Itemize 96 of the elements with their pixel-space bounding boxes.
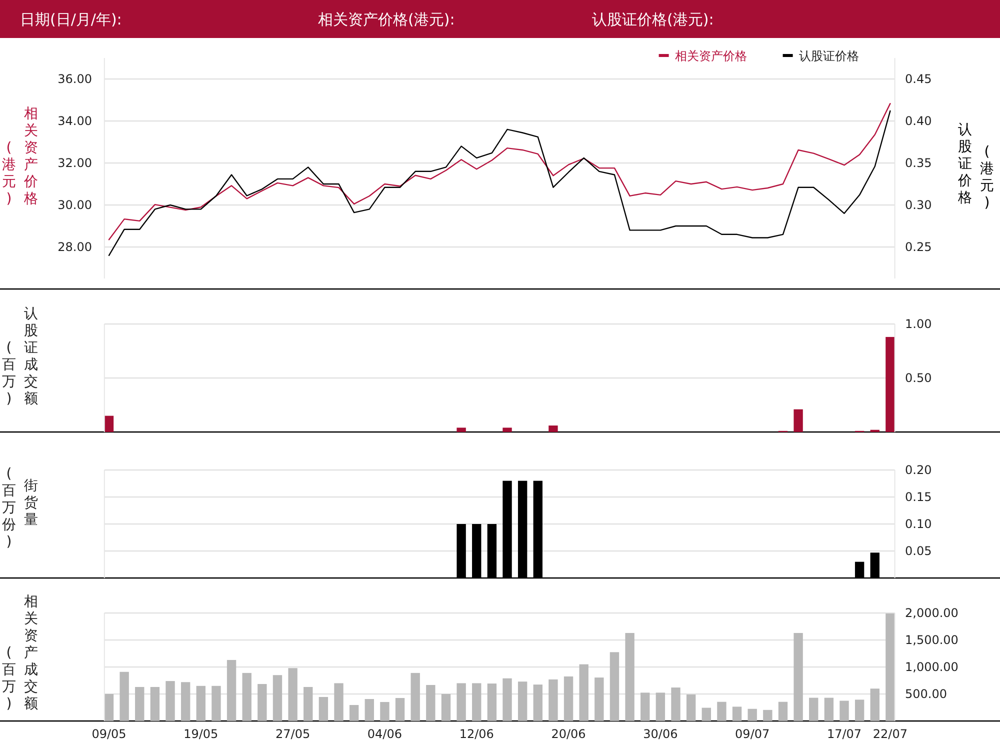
bar: [242, 672, 252, 721]
text: 相关资产价格(港元): [2, 106, 38, 207]
y-tick-label: 1,000.00: [905, 660, 958, 674]
bar: [886, 614, 895, 721]
legend-label: 相关资产价格: [674, 49, 747, 64]
bar: [120, 672, 129, 721]
bar: [104, 416, 114, 432]
bar: [671, 688, 680, 721]
y2-tick-label: 0.25: [905, 240, 932, 254]
x-tick-label: 12/06: [459, 727, 494, 741]
bar: [349, 705, 359, 721]
y-tick-label: 28.00: [58, 240, 92, 254]
y-tick-label: 0.10: [905, 517, 932, 532]
bar: [518, 682, 528, 721]
bar: [410, 672, 420, 721]
text: 相关资产成交额(百万): [2, 594, 38, 712]
bar: [364, 699, 374, 721]
bar: [854, 700, 864, 721]
bar: [686, 694, 696, 721]
bar: [456, 683, 466, 721]
y-tick-label: 34.00: [58, 114, 92, 128]
y-tick-label: 0.15: [905, 490, 932, 504]
x-tick-label: 27/05: [276, 727, 310, 741]
y2-tick-label: 0.45: [905, 72, 932, 86]
y2-tick-label: 0.35: [905, 156, 932, 170]
bar: [441, 694, 451, 721]
y-tick-label: 0.50: [905, 371, 932, 386]
x-tick-label: 19/05: [184, 727, 218, 741]
bar: [809, 698, 818, 721]
text: 认股证成交额(百万): [2, 306, 38, 407]
bar: [196, 686, 206, 721]
y-tick-label: 30.00: [58, 198, 92, 212]
y-tick-label: 1.00: [905, 317, 932, 332]
bar: [840, 700, 849, 721]
y-tick-label: 32.00: [58, 156, 92, 170]
bar: [794, 409, 803, 432]
bar: [748, 708, 757, 721]
bar: [870, 688, 880, 721]
x-tick-label: 22/07: [872, 727, 908, 741]
x-tick-label: 20/06: [551, 727, 586, 741]
bar: [472, 683, 482, 721]
bar: [258, 684, 267, 721]
y-tick-label: 500.00: [905, 687, 947, 702]
bar: [272, 675, 282, 721]
text: 认股证价格(港元):: [592, 10, 714, 28]
x-tick-label: 17/07: [826, 727, 862, 741]
bar: [104, 694, 114, 721]
bar: [824, 698, 834, 721]
bar: [226, 660, 236, 721]
text: 相关资产价格(港元):: [318, 10, 455, 28]
x-tick-label: 09/07: [735, 727, 770, 741]
bar: [166, 681, 175, 721]
bar: [579, 664, 588, 721]
bar: [395, 698, 405, 721]
x-tick-label: 09/05: [92, 727, 126, 741]
bar: [380, 702, 390, 721]
text: 日期(日/月/年):: [20, 10, 122, 28]
bar: [794, 632, 803, 721]
bar: [288, 668, 298, 721]
bar: [548, 426, 558, 432]
bar: [702, 708, 711, 721]
y2-tick-label: 0.30: [905, 198, 932, 212]
y-tick-label: 0.20: [905, 463, 932, 478]
y-tick-label: 36.00: [58, 72, 92, 86]
bar: [212, 686, 221, 721]
bar: [763, 710, 772, 721]
bar: [533, 684, 542, 721]
y-tick-label: 1,500.00: [905, 633, 958, 648]
bar: [180, 682, 190, 721]
bar: [334, 683, 344, 721]
bar: [502, 678, 512, 721]
bar: [656, 692, 666, 721]
bar: [610, 652, 620, 721]
y-tick-label: 0.05: [905, 544, 932, 558]
bar: [318, 696, 328, 721]
bar: [886, 336, 895, 432]
bar: [502, 428, 512, 432]
x-tick-label: 04/06: [367, 727, 402, 741]
bar: [564, 676, 574, 721]
bar: [778, 702, 788, 721]
bar: [150, 686, 160, 721]
bar: [717, 702, 726, 721]
bar: [304, 686, 313, 721]
legend-label: 认股证价格: [798, 49, 859, 64]
bar: [456, 428, 466, 432]
y-tick-label: 2,000.00: [905, 606, 958, 620]
bar: [732, 706, 742, 721]
bar: [487, 684, 497, 721]
bar: [625, 632, 634, 721]
bar: [548, 679, 558, 721]
bar: [594, 678, 604, 721]
bar: [640, 692, 650, 721]
y2-tick-label: 0.40: [905, 114, 932, 128]
bar: [426, 684, 436, 721]
x-tick-label: 30/06: [643, 727, 678, 741]
bar: [135, 686, 144, 721]
